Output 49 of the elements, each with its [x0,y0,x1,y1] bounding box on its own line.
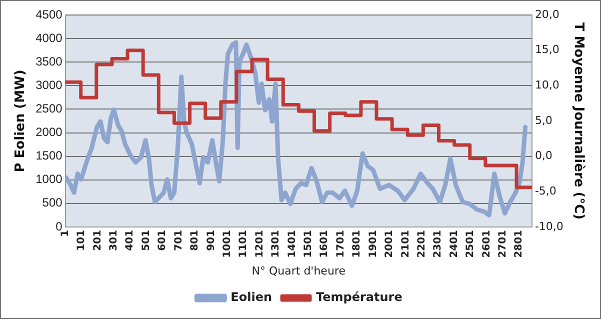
x-tick-label: 2201 [416,230,428,258]
y2-tick-label: 0,0 [534,149,552,162]
x-tick-label: 2301 [432,230,444,258]
x-tick-label: 801 [190,230,201,251]
y2-tick-label: 20,0 [534,8,560,21]
x-tick-label: 601 [157,230,168,251]
y-tick-label: 1500 [36,148,63,163]
x-tick-label: 1001 [222,230,233,258]
x-tick-label: 301 [108,230,120,251]
x-tick-label: 1401 [286,230,298,258]
y-tick-label: 3000 [36,78,63,92]
x-tick-label: 2601 [481,230,492,258]
y-tick-label: 500 [42,196,63,210]
x-axis-title: N° Quart d'heure [252,264,346,278]
y2-tick-label: -5,0 [534,184,556,198]
x-tick-label: 1701 [335,230,346,258]
y-tick-label: 4000 [36,30,63,45]
x-tick-label: 2501 [465,230,476,258]
y-tick-label: 2000 [36,125,63,140]
y-tick-label: 4500 [36,7,63,22]
y2-axis-title: T Moyenne Journalière (°C) [570,22,586,220]
y2-tick-label: -10,0 [534,220,564,233]
x-tick-label: 1201 [254,230,266,258]
y2-tick-label: 15,0 [534,43,560,56]
x-tick-label: 2401 [448,230,460,258]
y2-tick-label: 10,0 [534,78,560,92]
x-tick-label: 2701 [498,230,509,258]
y-tick-label: 1000 [36,172,63,186]
x-tick-label: 501 [140,230,152,251]
y-tick-label: 2500 [36,102,63,116]
x-tick-label: 2801 [514,230,525,258]
x-tick-label: 2001 [384,230,396,258]
x-tick-label: 1601 [319,230,330,258]
y-axis-title: P Eolien (MW) [13,70,28,172]
x-tick-label: 1301 [270,230,282,258]
x-tick-label: 1501 [303,230,314,258]
x-tick-label: 201 [92,230,104,251]
y2-tick-label: 5,0 [534,114,552,127]
legend-label: Température [316,290,402,304]
x-tick-label: 1101 [238,230,250,258]
x-tick-label: 701 [173,230,184,251]
y-tick-label: 3500 [36,54,63,68]
x-tick-label: 901 [206,230,217,251]
x-tick-label: 1801 [352,230,363,258]
x-tick-label: 1901 [368,230,379,258]
legend-label: Eolien [230,290,272,304]
x-tick-label: 2101 [400,230,412,258]
x-tick-label: 401 [124,230,136,251]
x-tick-label: 101 [76,230,88,251]
